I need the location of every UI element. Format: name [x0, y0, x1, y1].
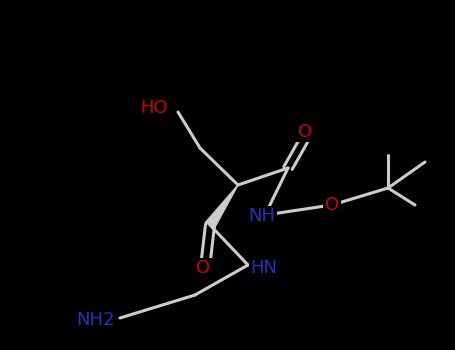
Text: NH2: NH2 [76, 311, 115, 329]
Text: HN: HN [250, 259, 277, 277]
Text: NH: NH [248, 207, 275, 225]
Polygon shape [205, 185, 238, 227]
Text: HO: HO [141, 99, 168, 117]
Text: O: O [196, 259, 210, 277]
Text: O: O [325, 196, 339, 214]
Text: O: O [298, 123, 312, 141]
